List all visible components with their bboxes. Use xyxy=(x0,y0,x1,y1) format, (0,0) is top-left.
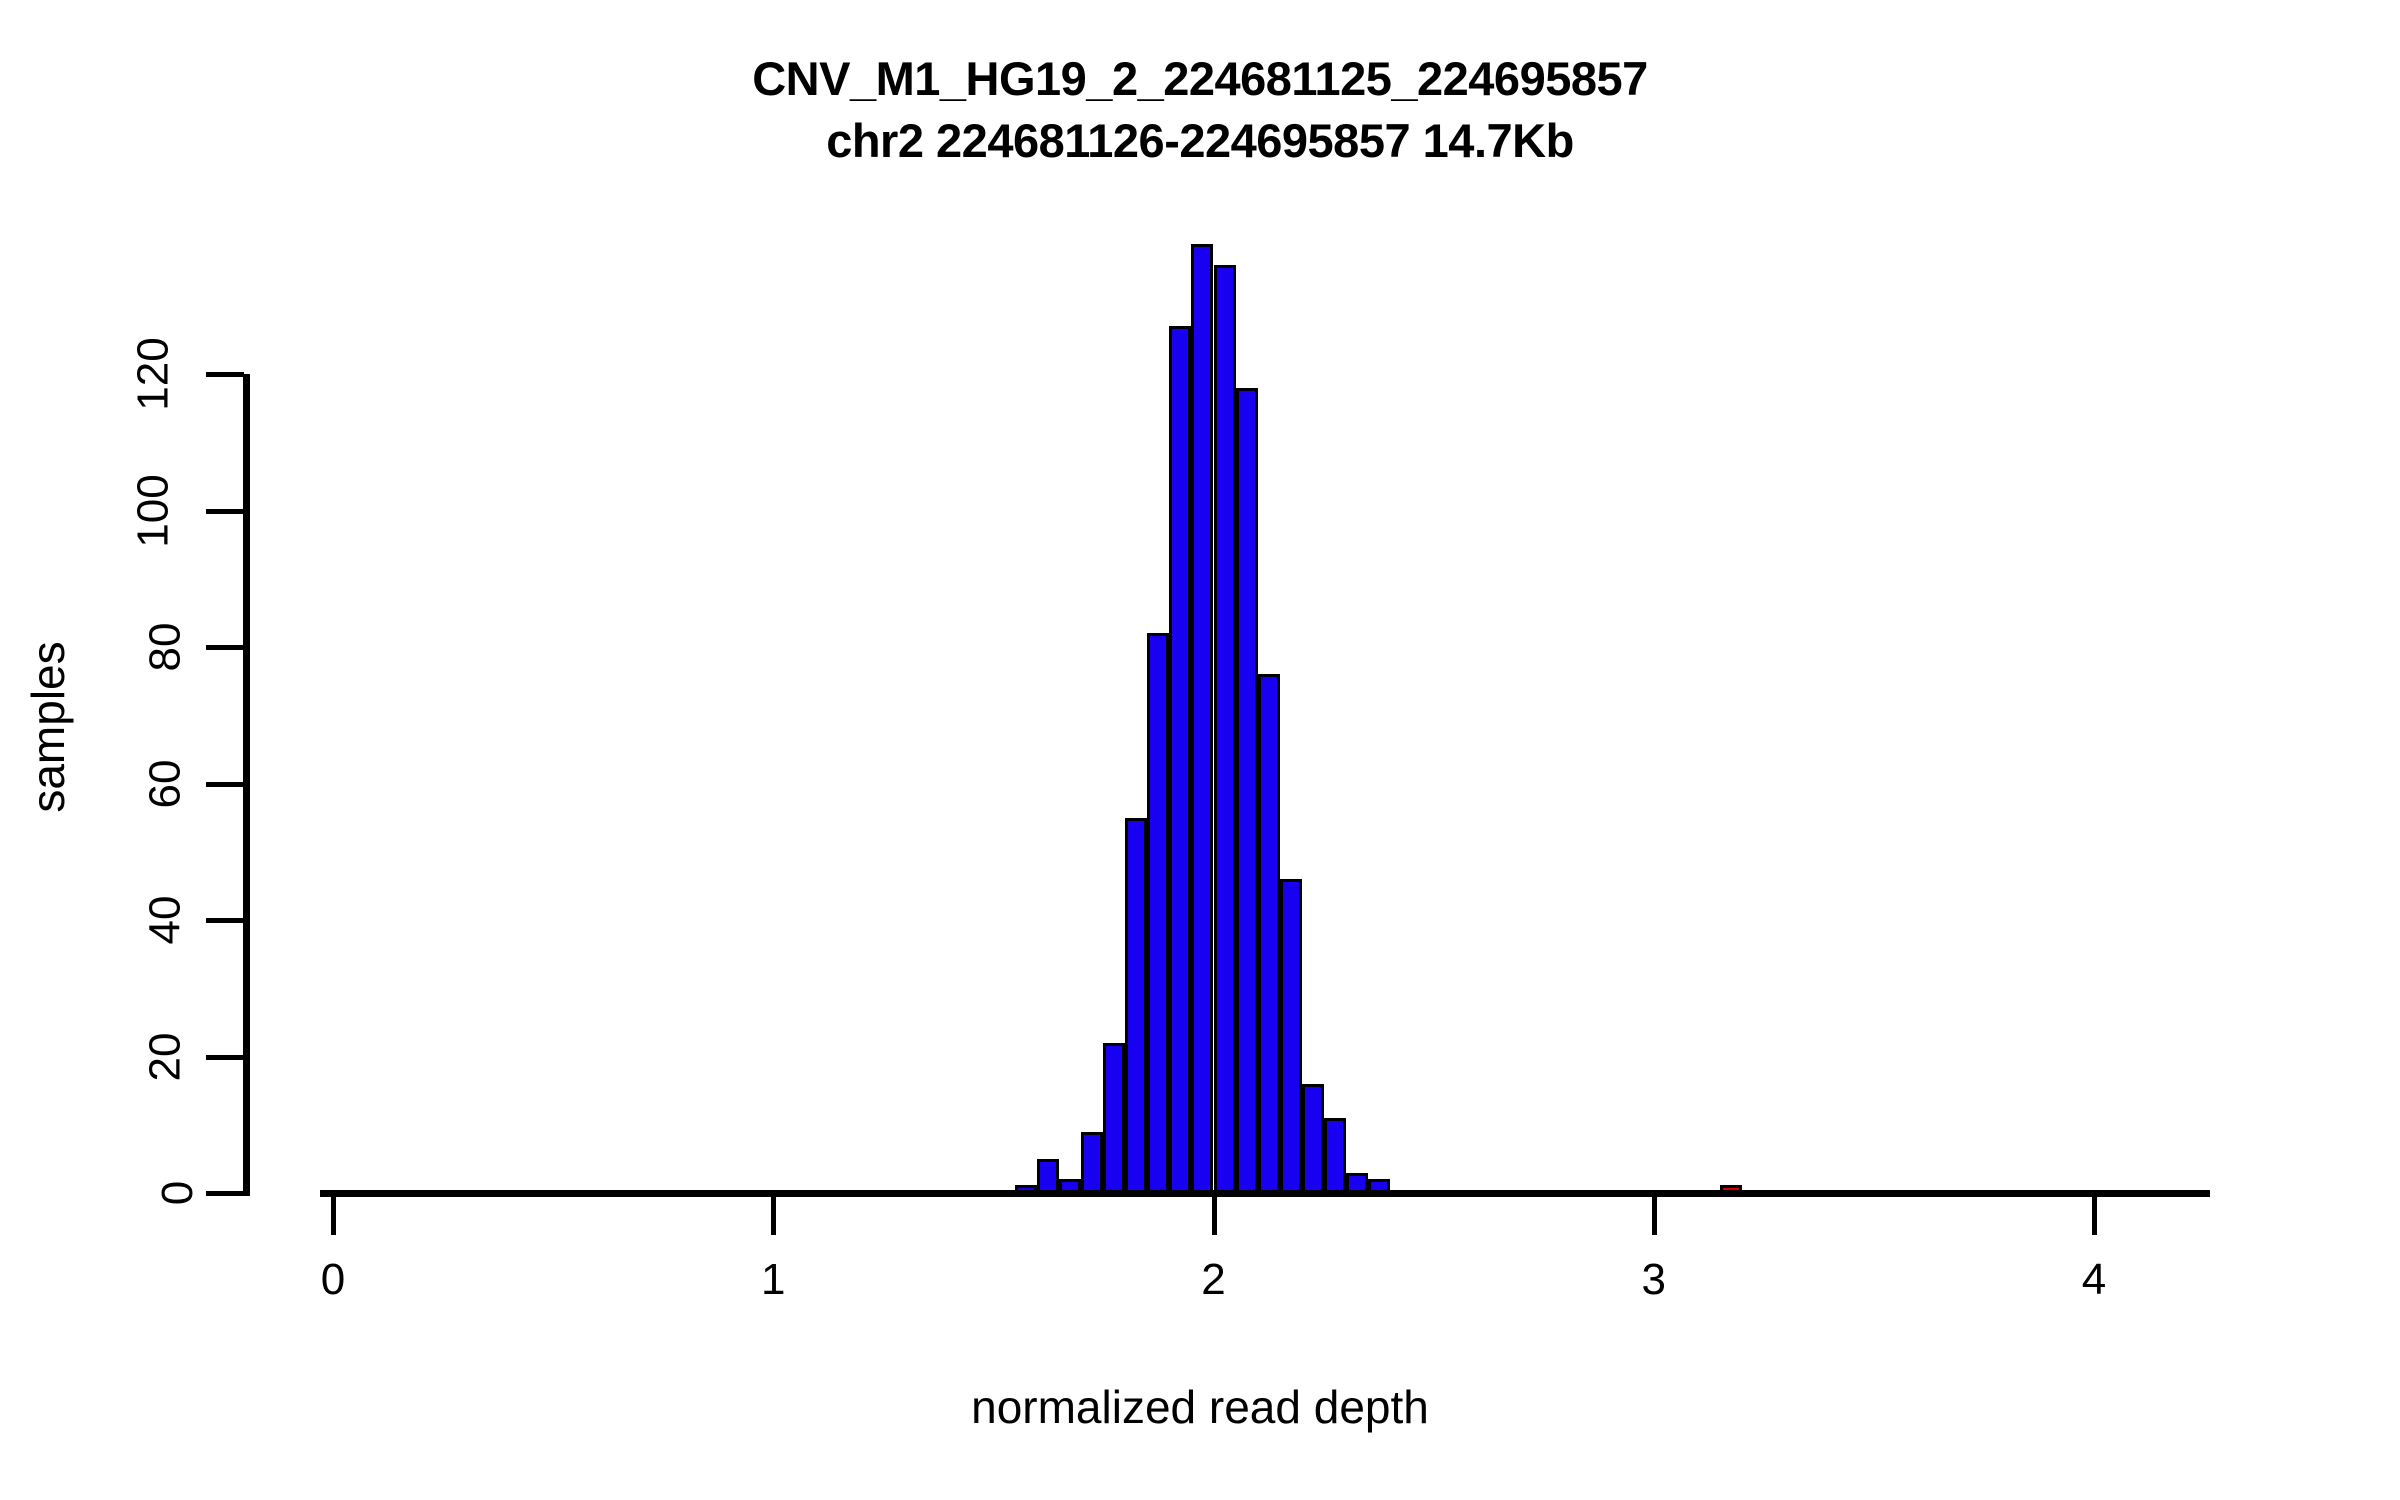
histogram-bar xyxy=(1191,244,1214,1193)
title-line-1: CNV_M1_HG19_2_224681125_224695857 xyxy=(752,52,1648,105)
y-axis-tick-label: 20 xyxy=(140,1032,190,1081)
y-axis-tick xyxy=(206,1191,244,1196)
y-axis-tick xyxy=(206,645,244,650)
y-axis-line xyxy=(243,374,250,1196)
x-axis-tick-label: 0 xyxy=(320,1255,346,1304)
histogram-bar xyxy=(1213,264,1236,1193)
title-line-2: chr2 224681126-224695857 14.7Kb xyxy=(826,114,1574,167)
y-axis-tick-label: 0 xyxy=(152,1180,202,1206)
x-axis-tick xyxy=(771,1197,777,1235)
histogram-bar xyxy=(1301,1083,1324,1193)
histogram-bar xyxy=(1169,326,1192,1193)
y-axis-title: samples xyxy=(22,641,74,813)
histogram-bar xyxy=(1257,674,1280,1193)
x-axis-tick-label: 3 xyxy=(1641,1255,1666,1304)
y-axis-tick xyxy=(206,781,244,787)
x-axis-tick xyxy=(2092,1197,2097,1235)
histogram-bar xyxy=(1147,633,1170,1193)
x-axis-tick xyxy=(1211,1197,1217,1235)
y-axis-tick xyxy=(206,508,244,514)
x-axis-title: normalized read depth xyxy=(971,1381,1429,1433)
y-axis-tick xyxy=(206,918,244,923)
chart-title: CNV_M1_HG19_2_224681125_224695857 chr2 2… xyxy=(0,48,2400,172)
histogram-bar xyxy=(1323,1117,1346,1193)
x-axis-tick-label: 1 xyxy=(761,1255,786,1304)
y-axis-tick-label: 120 xyxy=(128,337,178,411)
y-axis-tick xyxy=(206,1054,244,1060)
histogram-bar xyxy=(1279,879,1302,1193)
x-axis-tick xyxy=(1651,1197,1657,1235)
histogram-bar xyxy=(1103,1042,1126,1193)
histogram-bar xyxy=(1125,817,1148,1193)
histogram-bar xyxy=(1037,1158,1060,1193)
histogram-bar xyxy=(1081,1131,1104,1193)
x-axis-tick-label: 4 xyxy=(2081,1255,2107,1304)
histogram-bar xyxy=(1235,387,1258,1193)
x-axis-tick xyxy=(331,1197,336,1235)
x-axis-line xyxy=(320,1190,2210,1197)
x-axis-tick-label: 2 xyxy=(1201,1255,1226,1304)
y-axis-tick xyxy=(206,372,244,377)
